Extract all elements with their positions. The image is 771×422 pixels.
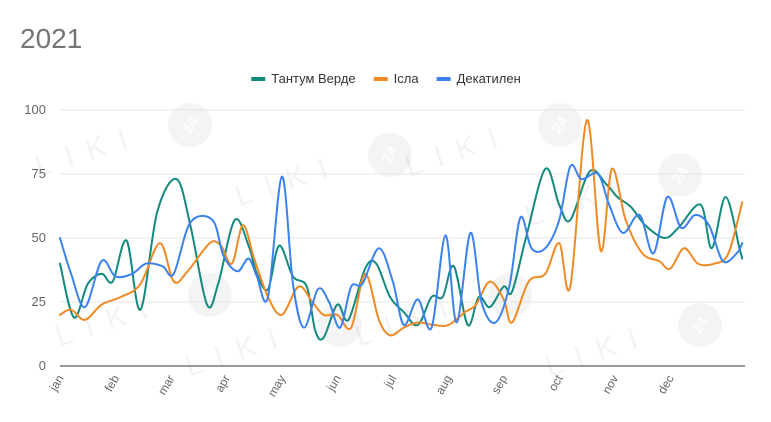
watermark-badge [368,133,412,177]
watermark-badge [168,103,212,147]
legend-label: Декатилен [457,71,521,86]
series-line-2 [59,119,744,337]
y-tick-label: 100 [24,102,46,117]
legend-label: Ісла [394,71,420,86]
x-tick-label: mar [155,373,177,398]
x-tick-label: apr [212,372,233,394]
y-tick-label: 25 [32,294,46,309]
series-lines [59,119,744,341]
legend-label: Тантум Верде [271,71,355,86]
watermark-badge [188,273,232,317]
series-line-3 [59,163,744,331]
y-axis-ticks: 0 25 50 75 100 [24,102,46,373]
x-axis-ticks: jan feb mar apr may jun jul aug sep oct nov dec [46,372,677,399]
watermark-text: LIKI [401,118,515,183]
legend: Тантум Верде Ісла Декатилен [251,71,521,86]
watermark: LIKI24LIKI24LIKI24LIKI24LIKI24LIKI24LIKI… [31,103,722,383]
x-tick-label: nov [599,373,621,397]
x-tick-label: jul [381,373,400,391]
watermark-text: LIKI [231,148,345,213]
watermark-text: LIKI [31,118,145,183]
gridlines [60,109,745,367]
y-tick-label: 75 [32,166,46,181]
x-tick-label: jan [46,373,67,395]
watermark-text: LIKI [541,318,655,383]
watermark-badge-number: 24 [689,313,712,337]
watermark-badge-number: 24 [179,113,202,137]
watermark-badge-number: 24 [549,113,572,137]
x-tick-label: feb [102,372,123,394]
x-tick-label: jun [323,373,344,395]
watermark-badge [678,303,722,347]
y-tick-label: 0 [39,358,46,373]
chart-title: 2021 [20,23,82,54]
watermark-badge [538,103,582,147]
watermark-badge-number: 24 [379,143,402,167]
watermark-badge [658,153,702,197]
x-tick-label: aug [433,373,455,397]
y-tick-label: 50 [32,230,46,245]
x-tick-label: dec [655,373,677,397]
watermark-badge-number: 24 [669,163,692,187]
x-tick-label: may [265,373,288,400]
x-tick-label: sep [489,372,511,396]
